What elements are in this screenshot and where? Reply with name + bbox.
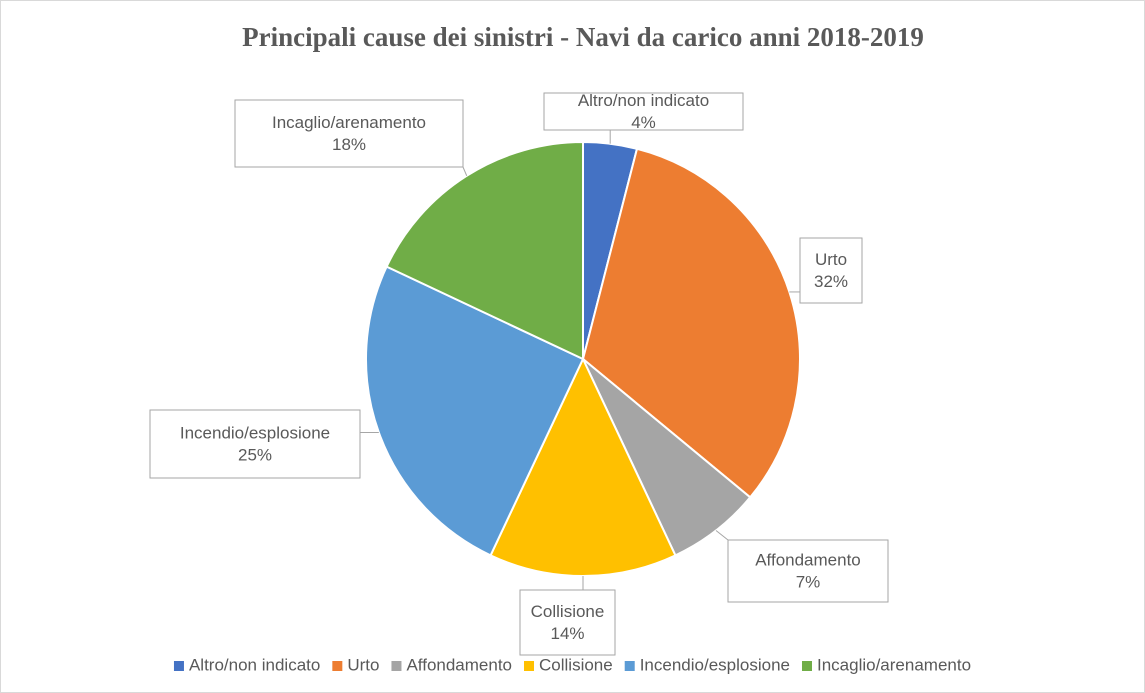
legend-label: Incendio/esplosione xyxy=(640,655,790,674)
data-label-name: Incendio/esplosione xyxy=(180,423,330,442)
legend-swatch xyxy=(173,661,184,671)
label-box xyxy=(727,539,889,603)
data-label-name: Collisione xyxy=(531,602,605,621)
data-label-value: 14% xyxy=(550,624,584,643)
data-label-value: 7% xyxy=(796,572,821,591)
data-label-name: Altro/non indicato xyxy=(578,91,709,110)
legend: Altro/non indicato Urto Affondamento Collis… xyxy=(173,655,971,674)
legend-label: Urto xyxy=(347,655,379,674)
legend-label: Altro/non indicato xyxy=(189,655,320,674)
data-label-value: 25% xyxy=(238,445,272,464)
legend-swatch xyxy=(391,661,402,671)
data-label-value: 4% xyxy=(631,113,656,132)
legend-swatch xyxy=(624,661,635,671)
data-label-value: 32% xyxy=(814,272,848,291)
legend-swatch xyxy=(801,661,812,671)
legend-label: Incaglio/arenamento xyxy=(817,655,971,674)
data-label-name: Incaglio/arenamento xyxy=(272,113,426,132)
pie-slice xyxy=(365,265,585,557)
data-label-name: Urto xyxy=(815,250,847,269)
leader-line xyxy=(715,530,729,541)
pie-slice xyxy=(489,356,677,577)
legend-label: Affondamento xyxy=(406,655,512,674)
legend-swatch xyxy=(332,661,343,671)
label-box xyxy=(519,589,616,656)
label-box xyxy=(799,237,863,304)
data-label-value: 18% xyxy=(332,135,366,154)
pie-slice xyxy=(385,140,584,361)
label-box xyxy=(234,99,464,168)
leader-line xyxy=(462,166,468,176)
chart-title: Principali cause dei sinistri - Navi da … xyxy=(242,22,924,52)
data-label-name: Affondamento xyxy=(755,550,861,569)
label-box xyxy=(543,92,744,131)
label-box xyxy=(149,409,361,479)
legend-swatch xyxy=(524,661,535,671)
legend-label: Collisione xyxy=(539,655,613,674)
